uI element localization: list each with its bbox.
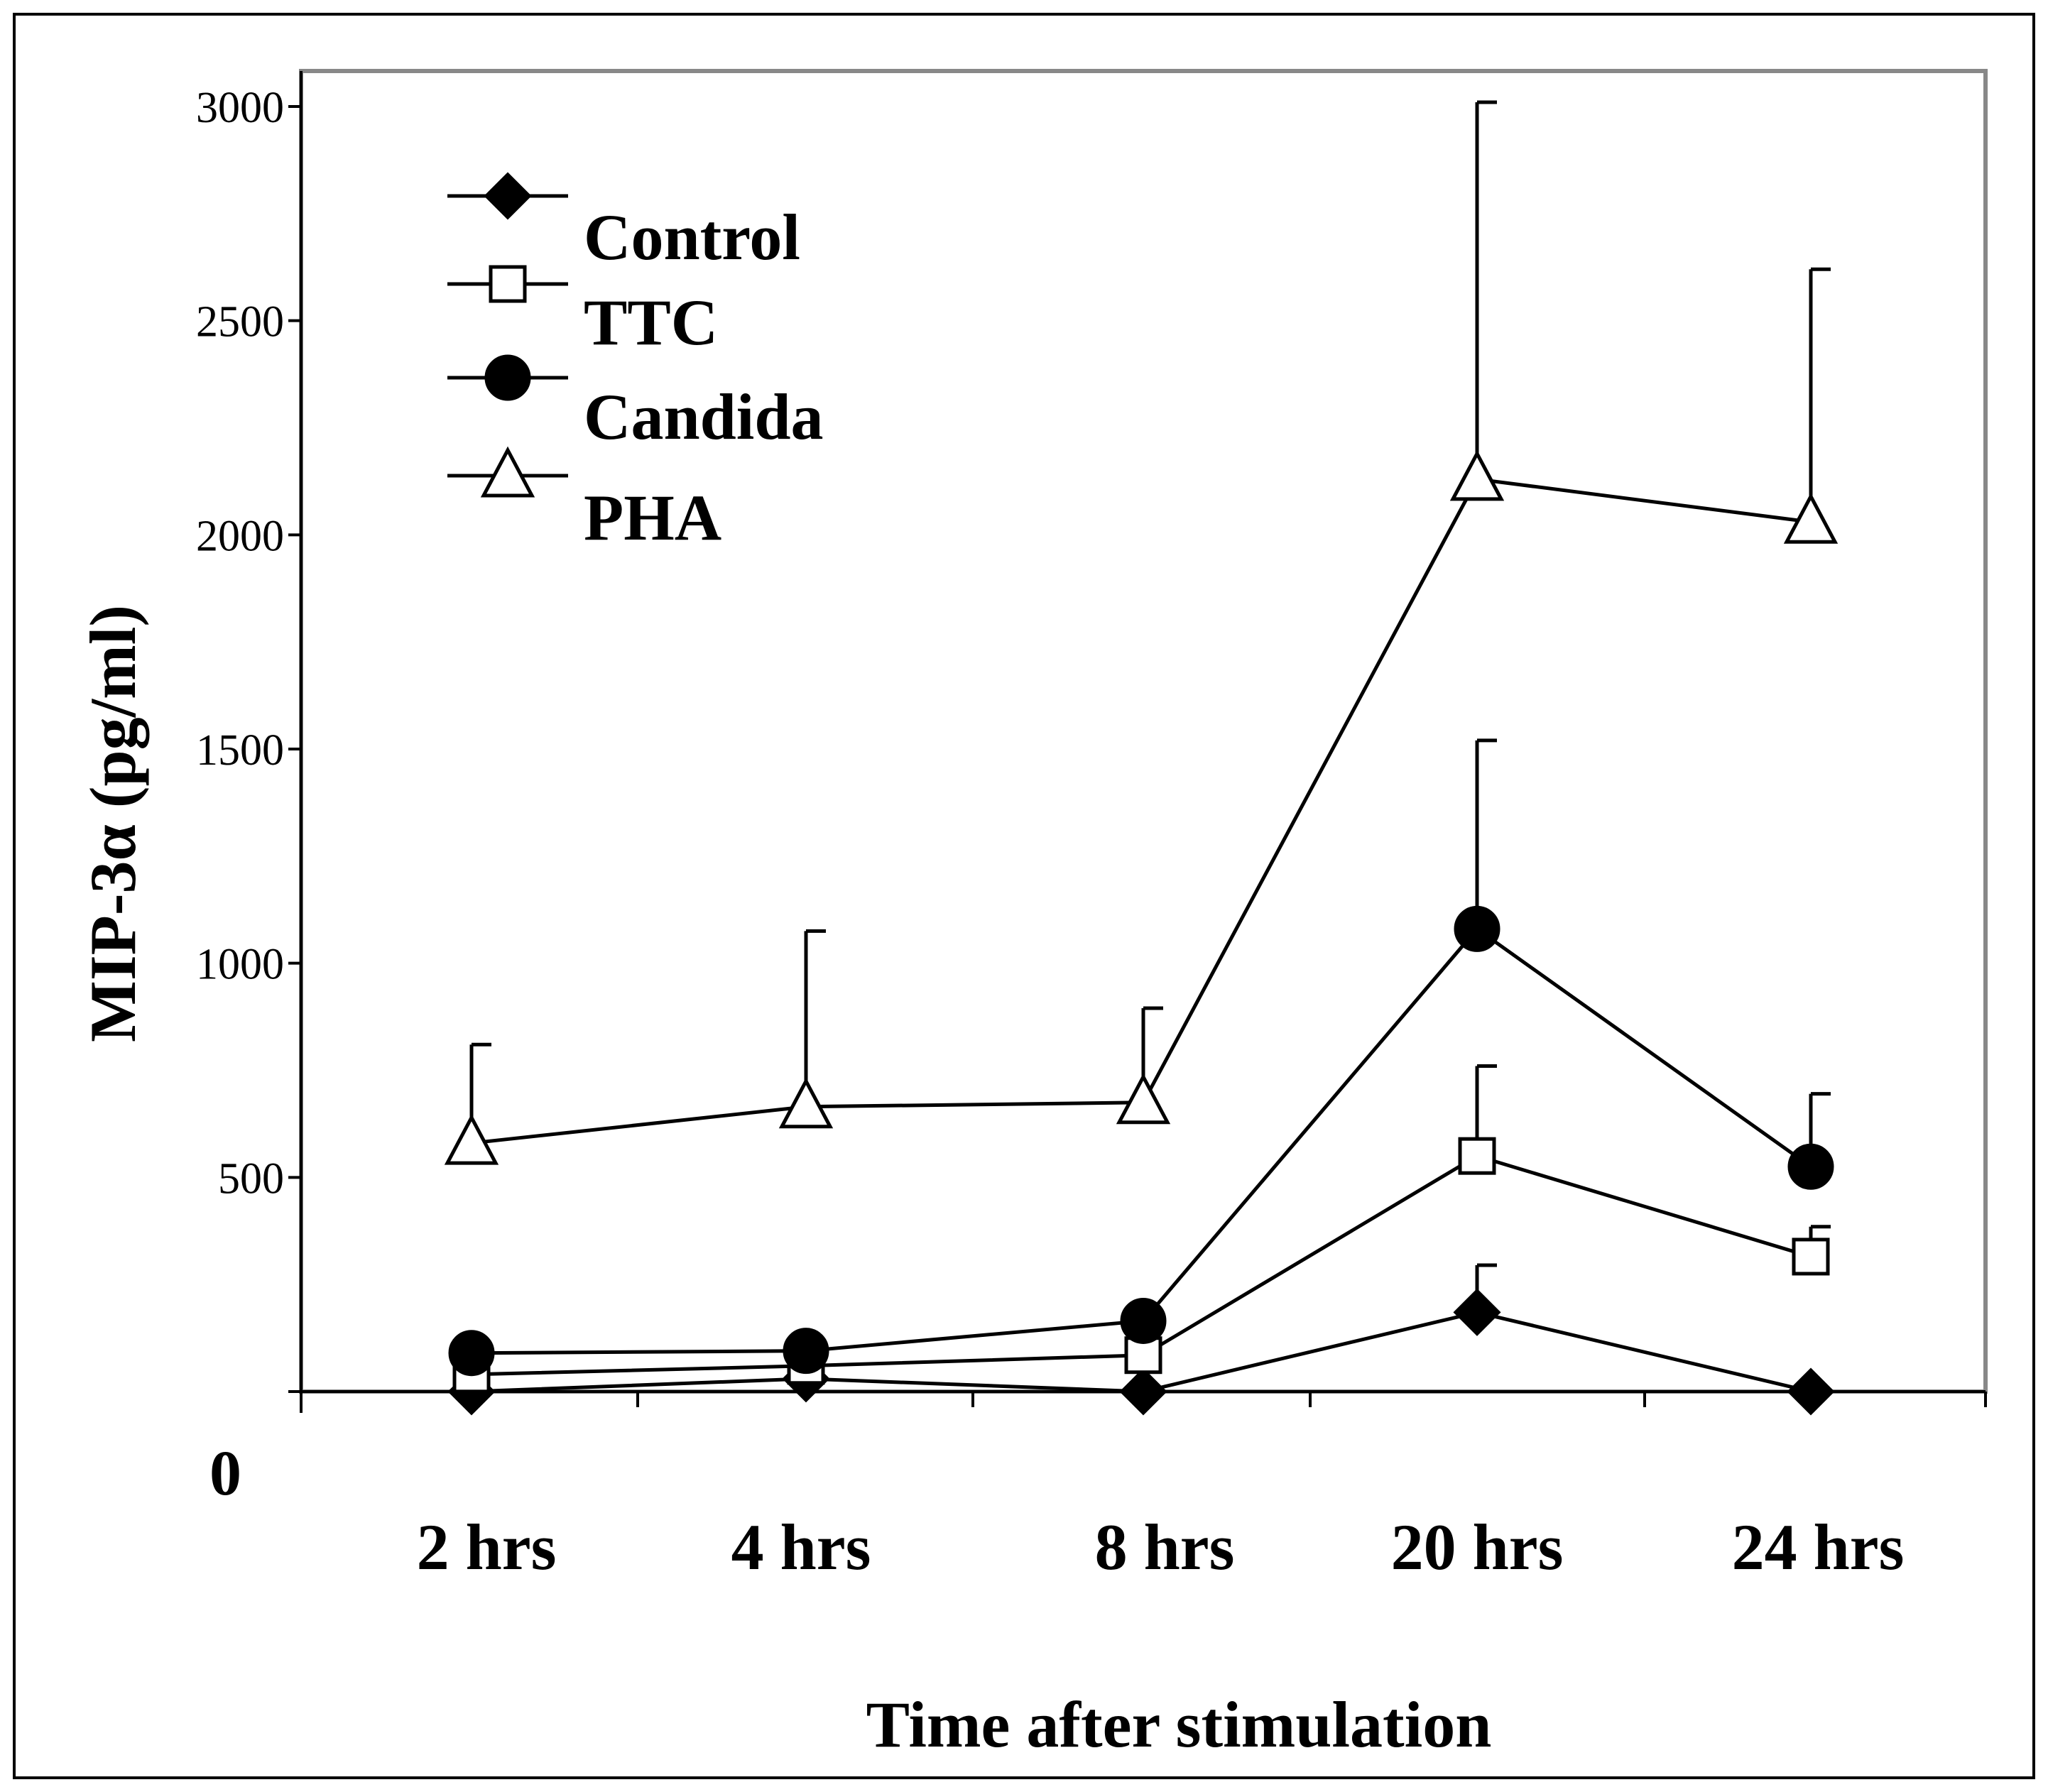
x-tick-label: 8 hrs [1095, 1511, 1235, 1583]
y-tick-label: 2000 [196, 512, 284, 560]
legend-marker [480, 446, 535, 498]
legend-item-control: Control [447, 172, 800, 273]
legend-marker [484, 354, 531, 401]
data-point-marker [444, 1113, 499, 1165]
y-tick-label: 1000 [196, 941, 284, 989]
x-axis-title: Time after stimulation [866, 1688, 1492, 1761]
data-point-marker [1787, 1367, 1835, 1416]
legend-marker [489, 265, 527, 303]
legend: Control TTC Candida PHA [447, 172, 824, 554]
data-point-marker [1453, 1288, 1501, 1336]
data-point-marker [1119, 1367, 1167, 1416]
data-point-marker [1787, 1143, 1834, 1190]
data-point-marker [1120, 1297, 1167, 1344]
y-axis: 0 500 1000 1500 2000 2500 3000 [196, 71, 303, 1509]
data-point-marker [1783, 492, 1839, 544]
y-tick-label: 3000 [196, 84, 284, 132]
data-point-marker [778, 1077, 834, 1129]
legend-item-ttc: TTC [447, 265, 718, 359]
x-tick-label: 20 hrs [1391, 1511, 1564, 1583]
data-point-marker [1116, 1073, 1171, 1125]
legend-marker [484, 172, 532, 220]
data-point-marker [783, 1328, 829, 1375]
legend-label: Control [584, 201, 800, 273]
y-tick-label: 0 [209, 1438, 241, 1509]
y-tick-label: 1500 [196, 726, 284, 775]
legend-item-pha: PHA [447, 446, 721, 554]
legend-label: Candida [584, 381, 824, 453]
legend-label: TTC [584, 286, 718, 359]
figure-border [13, 13, 2035, 1779]
data-point-marker [1792, 1238, 1830, 1276]
y-tick-label: 500 [218, 1154, 284, 1203]
series-layer [444, 100, 1839, 1416]
x-tick-label: 2 hrs [417, 1511, 557, 1583]
legend-label: PHA [584, 481, 721, 554]
y-axis-title: MIP-3α (pg/ml) [77, 605, 149, 1042]
data-point-marker [1449, 449, 1505, 501]
y-tick-label: 2500 [196, 298, 284, 346]
x-tick-label: 4 hrs [731, 1511, 871, 1583]
x-axis: 2 hrs 4 hrs 8 hrs 20 hrs 24 hrs [300, 1390, 1987, 1583]
legend-item-candida: Candida [447, 354, 824, 453]
x-tick-label: 24 hrs [1732, 1511, 1905, 1583]
series-pha [444, 100, 1839, 1165]
data-point-marker [448, 1330, 495, 1377]
data-point-marker [1458, 1137, 1496, 1175]
data-point-marker [1454, 905, 1500, 952]
series-candida [448, 738, 1834, 1377]
